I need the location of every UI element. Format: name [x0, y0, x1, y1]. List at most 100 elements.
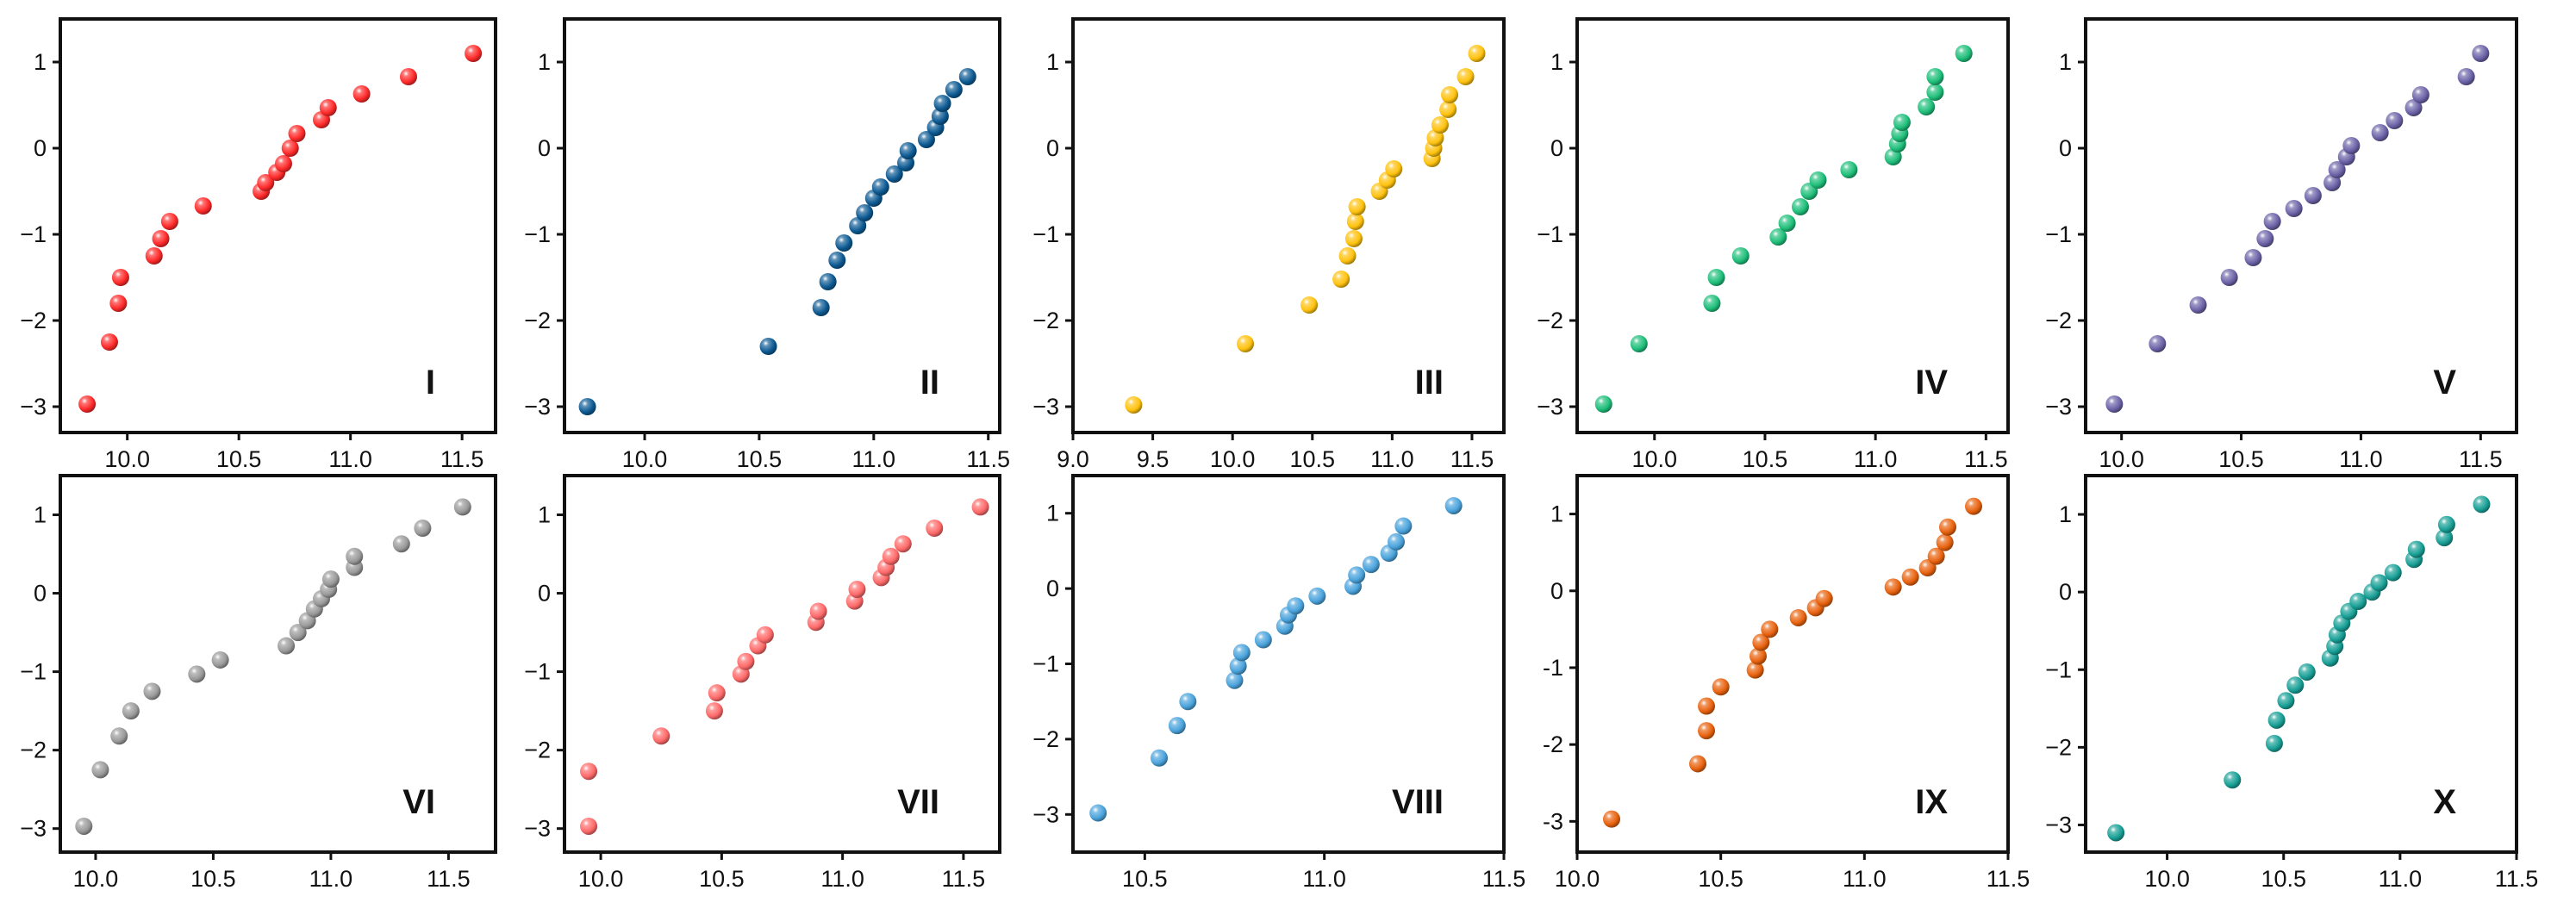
- data-point: [1893, 114, 1911, 131]
- y-tick-label: 1: [538, 502, 551, 528]
- x-tick-label: 11.5: [942, 866, 986, 892]
- panel-label: X: [2433, 783, 2456, 821]
- x-tick-label: 10.0: [622, 446, 668, 472]
- axes-frame: [59, 17, 497, 434]
- data-point: [2224, 771, 2242, 789]
- axes-frame: [59, 474, 497, 854]
- x-tick-label: 10.5: [1743, 446, 1788, 472]
- data-point: [737, 652, 755, 670]
- x-tick-label: 10.0: [104, 446, 150, 472]
- panel-IV: 10.0 10.5 11.0 11.5 1 0 −1 −2 −3 IV: [1537, 17, 2010, 472]
- data-point: [1752, 633, 1770, 651]
- y-tick-label: 1: [34, 49, 47, 75]
- data-point: [1226, 671, 1244, 689]
- data-point: [578, 398, 596, 415]
- data-point: [1338, 247, 1357, 265]
- data-point: [211, 650, 229, 669]
- x-tick-label: 10.0: [73, 866, 119, 892]
- panel-V: 10.0 10.5 11.0 11.5 1 0 −1 −2 −3 V: [2045, 17, 2518, 472]
- y-tick-label: −1: [2045, 221, 2072, 247]
- x-tick-label: 10.5: [216, 446, 262, 472]
- x-tick-label: 11.0: [1302, 866, 1346, 892]
- data-point: [257, 174, 275, 191]
- data-point: [392, 535, 410, 553]
- y-tick-label: −1: [524, 221, 551, 247]
- data-point: [278, 637, 296, 655]
- data-point: [1426, 129, 1444, 146]
- panel-VII: 10.0 10.5 11.0 11.5 1 0 −1 −2 −3 VII: [524, 474, 1001, 892]
- data-point: [2189, 296, 2207, 314]
- data-point: [759, 338, 777, 355]
- data-point: [1362, 556, 1380, 574]
- y-tick-label: −2: [1537, 308, 1563, 333]
- data-point: [109, 295, 128, 312]
- axes-frame: [563, 17, 1001, 434]
- x-tick-label: 10.0: [1631, 446, 1677, 472]
- panel-label: IV: [1915, 364, 1948, 401]
- data-point: [828, 252, 846, 269]
- y-tick-label: −3: [1032, 394, 1059, 420]
- data-point: [91, 761, 109, 779]
- data-point: [1308, 587, 1326, 605]
- data-point: [871, 178, 889, 196]
- data-point: [1441, 86, 1459, 103]
- y-tick-label: 1: [538, 49, 551, 75]
- x-tick-label: 11.5: [1987, 866, 2030, 892]
- data-point: [1707, 269, 1725, 286]
- axes-frame: [1575, 17, 2010, 434]
- y-tick-label: −3: [524, 394, 551, 420]
- data-point: [111, 269, 129, 286]
- x-tick-label: 10.0: [1555, 866, 1600, 892]
- data-point: [1884, 148, 1902, 165]
- data-point: [1346, 213, 1364, 230]
- axes-frame: [1575, 474, 2010, 854]
- data-point: [2304, 187, 2322, 204]
- data-point: [194, 197, 212, 215]
- data-point: [2277, 692, 2295, 710]
- x-tick-label: 10.5: [737, 446, 783, 472]
- data-point: [1344, 230, 1363, 247]
- data-point: [1698, 697, 1715, 715]
- data-point: [1809, 171, 1827, 189]
- data-point: [414, 519, 432, 537]
- data-point: [849, 217, 867, 234]
- data-point: [1884, 578, 1902, 596]
- data-point: [1594, 395, 1612, 413]
- data-point: [2105, 395, 2124, 413]
- x-tick-label: 11.5: [1964, 446, 2008, 472]
- data-point: [2407, 540, 2425, 558]
- data-point: [1394, 517, 1413, 535]
- data-point: [848, 581, 866, 599]
- x-tick-label: 11.0: [1854, 446, 1898, 472]
- data-point: [1385, 160, 1403, 177]
- data-point: [756, 626, 774, 644]
- data-point: [835, 234, 853, 252]
- data-point: [1918, 98, 1936, 115]
- data-point: [1348, 198, 1366, 215]
- data-point: [1761, 620, 1779, 638]
- x-tick-label: 9.0: [1057, 446, 1089, 472]
- data-point: [899, 142, 917, 159]
- data-point: [1703, 295, 1721, 312]
- data-point: [1936, 533, 1954, 551]
- data-point: [1698, 722, 1715, 740]
- data-point: [160, 213, 178, 230]
- panel-label: VII: [897, 783, 939, 821]
- x-tick-label: 10.5: [1698, 866, 1743, 892]
- data-point: [894, 535, 912, 553]
- data-point: [2286, 676, 2305, 694]
- data-point: [1468, 45, 1486, 62]
- data-point: [1287, 597, 1305, 615]
- data-point: [1125, 396, 1143, 414]
- x-tick-label: 11.0: [2379, 866, 2423, 892]
- data-point: [1254, 631, 1272, 649]
- x-tick-label: 11.5: [440, 446, 484, 472]
- y-tick-label: −2: [2045, 734, 2072, 760]
- data-point: [2298, 663, 2316, 681]
- data-point: [705, 702, 723, 720]
- data-point: [931, 108, 949, 125]
- data-point: [1712, 678, 1730, 696]
- data-point: [933, 95, 951, 112]
- panel-VI: 10.0 10.5 11.0 11.5 1 0 −1 −2 −3 VI: [20, 474, 497, 892]
- data-point: [1179, 693, 1197, 711]
